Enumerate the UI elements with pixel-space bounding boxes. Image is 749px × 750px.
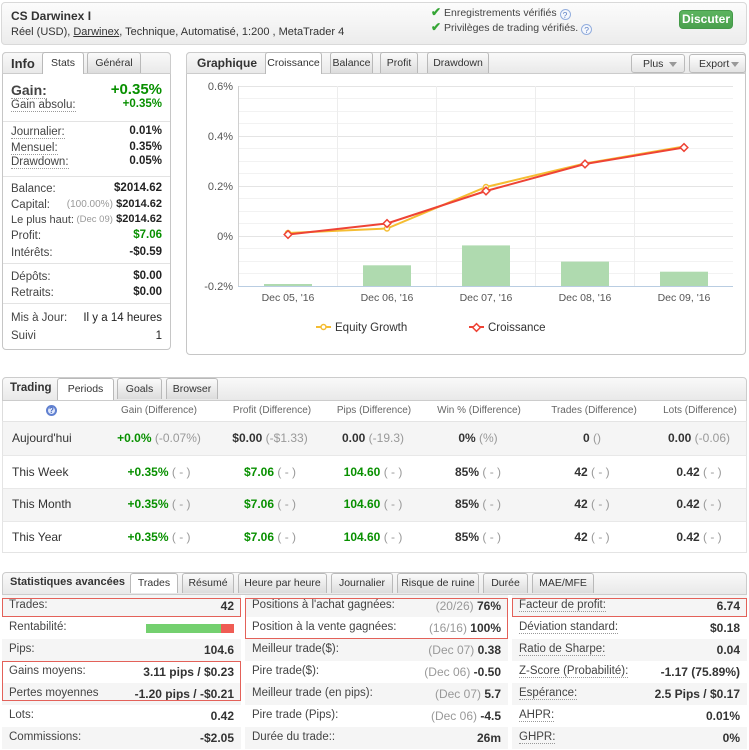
- svg-text:-0.2%: -0.2%: [204, 281, 233, 293]
- svg-text:0.4%: 0.4%: [208, 131, 233, 143]
- svg-text:0%: 0%: [217, 231, 233, 243]
- svg-text:Dec 09, '16: Dec 09, '16: [658, 292, 711, 304]
- svg-text:Dec 07, '16: Dec 07, '16: [460, 292, 513, 304]
- svg-text:Dec 08, '16: Dec 08, '16: [559, 292, 612, 304]
- svg-text:Dec 05, '16: Dec 05, '16: [262, 292, 315, 304]
- svg-text:Croissance: Croissance: [488, 322, 546, 334]
- svg-text:0.6%: 0.6%: [208, 81, 233, 93]
- svg-text:0.2%: 0.2%: [208, 181, 233, 193]
- svg-text:Dec 06, '16: Dec 06, '16: [361, 292, 414, 304]
- svg-text:Equity Growth: Equity Growth: [335, 322, 407, 334]
